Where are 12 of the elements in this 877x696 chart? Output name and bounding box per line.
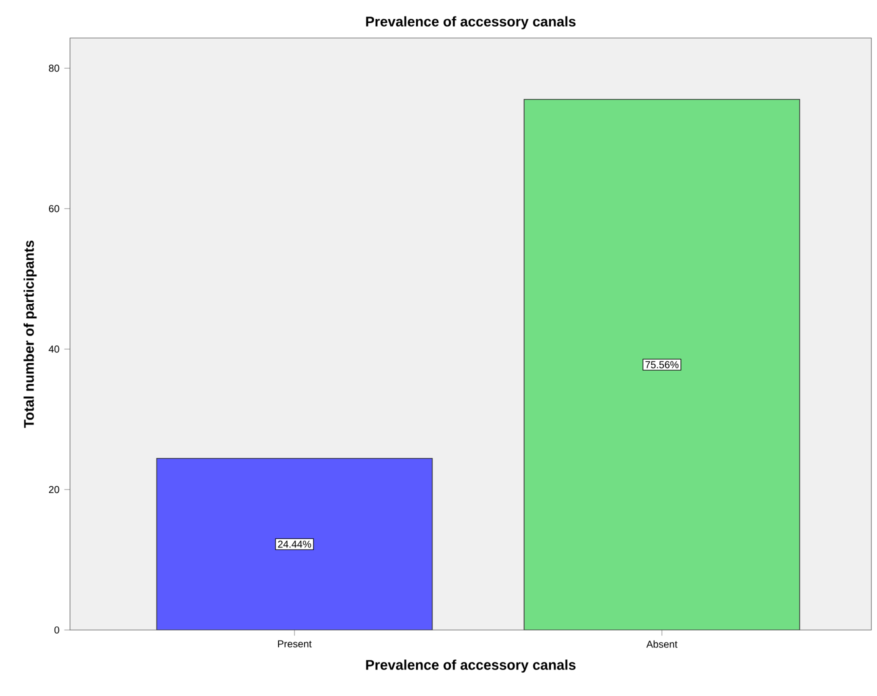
y-axis-title: Total number of participants [24, 240, 37, 428]
y-tick-label: 40 [48, 346, 60, 353]
y-tick-label: 60 [48, 205, 60, 212]
chart-title: Prevalence of accessory canals [366, 16, 576, 30]
y-tick-label: 0 [54, 626, 60, 634]
x-axis-title: Prevalence of accessory canals [366, 660, 576, 673]
x-tick-label: Present [278, 640, 312, 648]
x-tick-label: Absent [646, 640, 678, 648]
data-label: 75.56% [645, 361, 679, 368]
y-tick-label: 80 [48, 64, 60, 72]
data-label: 24.44% [278, 540, 312, 548]
y-tick-label: 20 [48, 486, 60, 494]
